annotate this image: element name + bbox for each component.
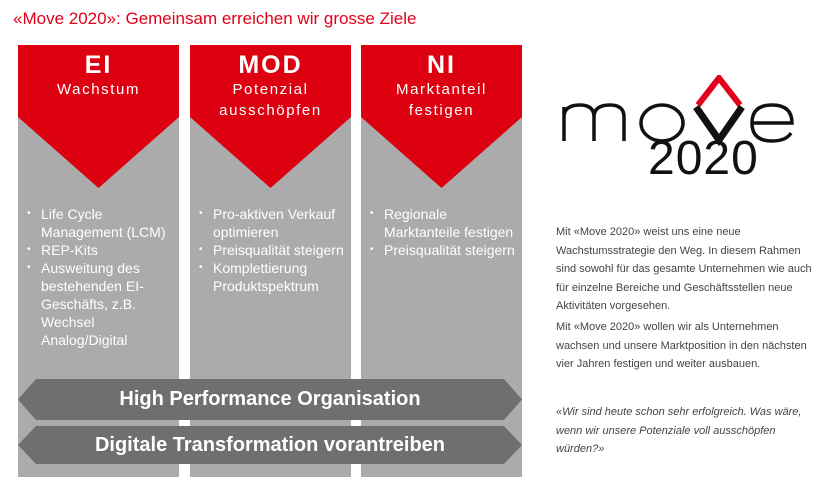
logo-year: 2020 — [648, 132, 759, 185]
chevron-shape — [361, 45, 522, 188]
intro-paragraph: Mit «Move 2020» weist uns eine neue Wach… — [556, 226, 812, 312]
bullet-item: • REP-Kits — [27, 242, 98, 258]
double-arrow-shape — [18, 379, 522, 420]
bullet-item: • Preisqualität steigern — [199, 242, 344, 258]
page-title: «Move 2020»: Gemeinsam erreichen wir gro… — [13, 9, 417, 28]
bullet-item: • Regionale Marktanteile festigen — [370, 206, 514, 240]
pillar-subtitle: Wachstum — [56, 81, 141, 98]
move-2020-logo: 2020 — [560, 75, 800, 195]
pillar-subtitle: ausschöpfen — [219, 102, 322, 119]
arrow-digital-transformation: Digitale Transformation vorantreiben — [18, 426, 522, 464]
pillar-code: MOD — [238, 51, 303, 79]
bullet-item: • Komplettierung Produktspektrum — [199, 260, 319, 294]
bullet-item: • Ausweitung des bestehenden EI-Geschäfts… — [27, 260, 144, 348]
arrow-label: High Performance Organisation — [119, 388, 421, 410]
pillar-bullets: • Pro-aktiven Verkauf optimieren • Preisqu… — [196, 205, 351, 295]
chevron-shape — [190, 45, 351, 188]
pillar-subtitle: Marktanteil — [396, 81, 487, 98]
pillar-subtitle: Potenzial — [232, 81, 309, 98]
pillar-code: EI — [84, 51, 113, 79]
bullet-item: • Preisqualität steigern — [370, 242, 515, 258]
pillar-bullets: • Life Cycle Management (LCM) • REP-Kits •… — [24, 205, 179, 349]
pillar-subtitle: festigen — [408, 102, 475, 119]
arrow-high-performance: High Performance Organisation — [18, 379, 522, 420]
chevron-shape — [18, 45, 179, 188]
bullet-item: • Life Cycle Management (LCM) — [27, 206, 166, 240]
logo-graphic — [562, 75, 794, 147]
bullet-item: • Pro-aktiven Verkauf optimieren — [199, 206, 336, 240]
pillar-code: NI — [427, 51, 456, 79]
quote-text: «Wir sind heute schon sehr erfolgreich. … — [556, 406, 802, 455]
arrow-label: Digitale Transformation vorantreiben — [94, 434, 446, 456]
double-arrow-shape — [18, 426, 522, 464]
pillar-bullets: • Regionale Marktanteile festigen • Preisq… — [367, 205, 522, 259]
goal-paragraph: Mit «Move 2020» wollen wir als Unternehm… — [556, 321, 807, 370]
